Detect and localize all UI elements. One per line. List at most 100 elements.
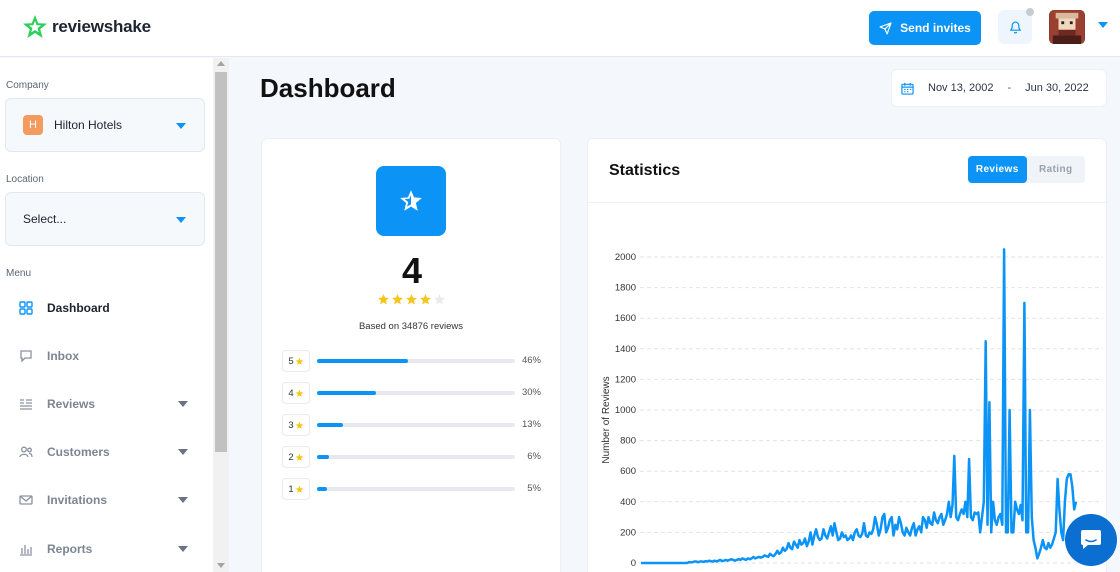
sidebar-item-customers[interactable]: Customers	[18, 442, 198, 462]
send-invites-button[interactable]: Send invites	[869, 11, 981, 45]
chevron-down-icon	[178, 497, 188, 503]
star-level-badge: 5	[282, 350, 310, 372]
date-from[interactable]: Nov 13, 2002	[928, 82, 994, 94]
reviews-icon	[18, 396, 34, 412]
divider	[588, 202, 1108, 203]
notifications-button[interactable]	[998, 10, 1032, 44]
company-select-value: Hilton Hotels	[54, 118, 123, 132]
star-empty-icon	[434, 294, 445, 305]
distribution-percent: 46%	[521, 355, 541, 366]
reviews-line-chart: 0 200 400 600 800 1000 1200 1400 1600 1800 2000 Num…	[601, 248, 1103, 569]
sidebar-item-inbox[interactable]: Inbox	[18, 346, 198, 366]
star-level: 5	[288, 355, 294, 367]
star-level: 1	[288, 483, 294, 495]
distribution-bar-fill	[317, 423, 343, 427]
star-level-badge: 2	[282, 446, 310, 468]
top-bar: reviewshake Send invites	[0, 0, 1120, 57]
date-separator: -	[1007, 82, 1012, 94]
rating-summary-card: 4 Based on 34876 reviews 5 46% 4 30% 3 13% 2 6%…	[261, 138, 561, 572]
chevron-down-icon	[178, 546, 188, 552]
page-title: Dashboard	[260, 73, 396, 103]
chevron-down-icon	[178, 401, 188, 407]
star-filled-icon	[295, 357, 303, 365]
star-filled-icon	[420, 294, 431, 305]
distribution-bar-track	[317, 391, 515, 395]
star-level: 2	[288, 451, 294, 463]
chat-bubble-icon	[1081, 530, 1101, 549]
sidebar-item-label: Reports	[47, 542, 93, 556]
sidebar-item-label: Invitations	[47, 493, 108, 507]
statistics-card: Statistics Reviews Rating 0 200 400 600 800 1…	[587, 138, 1108, 572]
date-range-picker[interactable]: Nov 13, 2002 - Jun 30, 2022	[891, 69, 1107, 107]
rating-distribution-row[interactable]: 5 46%	[282, 350, 544, 372]
logo-text: reviewshake	[52, 17, 151, 36]
rating-stars	[377, 293, 446, 306]
paper-plane-icon	[879, 21, 892, 35]
star-badge-icon	[400, 190, 422, 211]
star-filled-icon	[295, 485, 303, 493]
sidebar-item-dashboard[interactable]: Dashboard	[18, 298, 198, 318]
statistics-toggle: Reviews Rating	[968, 156, 1085, 183]
chevron-down-icon	[178, 449, 188, 455]
y-axis-label: Number of Reviews	[601, 376, 612, 463]
y-tick-label: 1600	[615, 313, 636, 324]
distribution-bar-track	[317, 423, 515, 427]
star-filled-icon	[378, 294, 389, 305]
notification-indicator	[1026, 8, 1034, 16]
send-invites-label: Send invites	[900, 21, 971, 35]
sidebar-item-label: Customers	[47, 445, 110, 459]
tab-reviews[interactable]: Reviews	[968, 156, 1027, 183]
average-rating: 4	[401, 250, 423, 291]
rating-distribution-row[interactable]: 4 30%	[282, 382, 544, 404]
sidebar-item-label: Reviews	[47, 397, 96, 411]
distribution-bar-fill	[317, 391, 377, 395]
chevron-down-icon	[176, 217, 186, 223]
company-select[interactable]: H Hilton Hotels	[5, 98, 205, 152]
y-tick-label: 400	[620, 497, 636, 508]
calendar-icon	[901, 82, 914, 95]
rating-distribution-row[interactable]: 2 6%	[282, 446, 544, 468]
live-chat-button[interactable]	[1065, 514, 1117, 566]
star-filled-icon	[392, 294, 403, 305]
star-level: 3	[288, 419, 294, 431]
scrollbar-thumb[interactable]	[215, 72, 227, 452]
scroll-down-icon[interactable]	[217, 563, 225, 568]
distribution-bar-track	[317, 359, 515, 363]
y-tick-label: 2000	[615, 252, 636, 263]
chevron-down-icon	[176, 123, 186, 129]
y-tick-label: 800	[620, 436, 636, 447]
y-tick-label: 600	[620, 466, 636, 477]
statistics-title: Statistics	[609, 162, 681, 179]
location-select-value: Select...	[23, 212, 67, 226]
star-level: 4	[288, 387, 294, 399]
star-filled-icon	[295, 453, 303, 461]
user-avatar[interactable]	[1049, 10, 1085, 44]
sidebar-item-reviews[interactable]: Reviews	[18, 394, 198, 414]
company-badge: H	[23, 115, 43, 135]
distribution-percent: 6%	[527, 451, 541, 462]
rating-distribution-row[interactable]: 1 5%	[282, 478, 544, 500]
sidebar-item-label: Dashboard	[47, 301, 110, 315]
y-tick-label: 1000	[615, 405, 636, 416]
menu-label: Menu	[6, 268, 32, 279]
sidebar-item-reports[interactable]: Reports	[18, 539, 198, 559]
scroll-up-icon[interactable]	[217, 61, 225, 66]
bar-chart-icon	[18, 541, 34, 557]
location-select[interactable]: Select...	[5, 192, 205, 246]
account-menu-caret-icon[interactable]	[1098, 22, 1108, 29]
star-level-badge: 3	[282, 414, 310, 436]
distribution-bar-track	[317, 487, 515, 491]
sidebar-scrollbar[interactable]	[213, 58, 229, 572]
y-tick-label: 0	[631, 558, 636, 569]
star-filled-icon	[406, 294, 417, 305]
sidebar-item-invitations[interactable]: Invitations	[18, 490, 198, 510]
y-tick-label: 1200	[615, 374, 636, 385]
tab-rating[interactable]: Rating	[1038, 164, 1073, 175]
distribution-bar-fill	[317, 487, 327, 491]
distribution-bar-fill	[317, 455, 329, 459]
logo[interactable]: reviewshake	[22, 14, 151, 40]
rating-distribution-row[interactable]: 3 13%	[282, 414, 544, 436]
mail-icon	[18, 492, 34, 508]
distribution-percent: 30%	[521, 387, 541, 398]
date-to[interactable]: Jun 30, 2022	[1025, 82, 1089, 94]
